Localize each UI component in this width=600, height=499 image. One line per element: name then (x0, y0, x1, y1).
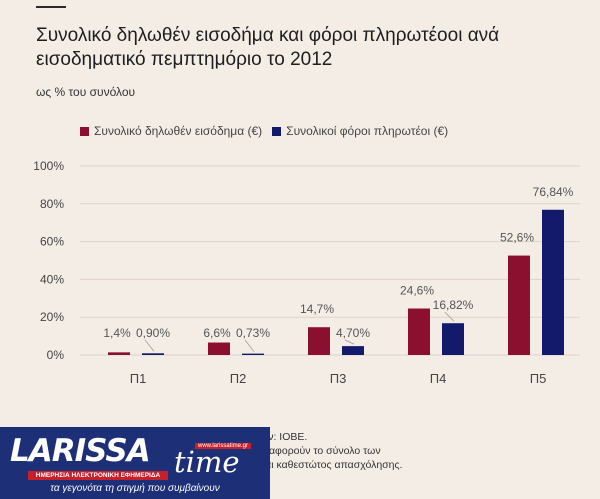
bar-income (308, 327, 330, 355)
footer-note-line-2: και καθεστώτος απασχόλησης. (260, 459, 403, 471)
larissatime-logo[interactable]: LARISSA www.larissatime.gr time ΗΜΕΡΗΣΙΑ… (0, 427, 270, 499)
footer-note-line-1: α αφορούν το σύνολο των (260, 445, 381, 457)
leader-line (344, 339, 355, 345)
y-tick-label: 60% (40, 235, 64, 249)
logo-script: time (174, 445, 240, 479)
data-label-income: 14,7% (300, 302, 334, 316)
y-tick-label: 80% (40, 197, 64, 211)
logo-band: ΗΜΕΡΗΣΙΑ ΗΛΕΚΤΡΟΝΙΚΗ ΕΦΗΜΕΡΙΔΑ (28, 471, 168, 480)
logo-site: www.larissatime.gr (195, 443, 252, 449)
logo-wordmark: LARISSA (10, 433, 151, 469)
x-tick-label: Π3 (330, 371, 347, 386)
bar-tax (442, 323, 464, 355)
bar-income (108, 352, 130, 355)
bar-tax (542, 209, 564, 355)
y-tick-label: 100% (33, 159, 64, 173)
x-tick-label: Π1 (130, 371, 147, 386)
bar-income (508, 255, 530, 355)
chart-subtitle: ως % του συνόλου (36, 85, 136, 99)
x-tick-label: Π2 (230, 371, 247, 386)
bar-income (208, 342, 230, 355)
data-label-tax: 0,90% (136, 326, 170, 340)
y-tick-label: 0% (47, 348, 65, 362)
bar-tax (242, 353, 264, 355)
chart-title: Συνολικό δηλωθέν εισοδήμα και φόροι πληρ… (36, 25, 500, 70)
legend-label-income: Συνολικό δηλωθέν εισόδημα (€) (94, 124, 263, 138)
data-label-income: 6,6% (203, 326, 231, 340)
data-label-tax: 16,82% (433, 298, 474, 312)
title-accent-rule (36, 6, 66, 8)
data-label-income: 24,6% (400, 284, 434, 298)
legend-item-income: Συνολικό δηλωθέν εισόδημα (€) (80, 124, 262, 138)
footer-source: ων: ΙΟΒΕ. (260, 431, 308, 443)
bar-tax (142, 353, 164, 355)
legend-swatch-income (80, 126, 89, 136)
bar-income (408, 308, 430, 355)
y-tick-label: 20% (40, 310, 64, 324)
legend-label-tax: Συνολικοί φόροι πληρωτέοι (€) (286, 124, 449, 138)
y-tick-label: 40% (40, 272, 64, 286)
data-label-tax: 4,70% (336, 326, 370, 340)
legend-item-tax: Συνολικοί φόροι πληρωτέοι (€) (272, 124, 448, 138)
data-label-tax: 76,84% (533, 185, 574, 199)
data-label-tax: 0,73% (236, 326, 270, 340)
legend: Συνολικό δηλωθέν εισόδημα (€) Συνολικοί … (80, 124, 448, 138)
bar-tax (342, 346, 364, 355)
leader-line (144, 339, 155, 352)
legend-swatch-tax (272, 126, 282, 136)
data-label-income: 1,4% (103, 326, 131, 340)
data-label-income: 52,6% (500, 231, 534, 245)
logo-tagline: τα γεγονότα τη στιγμή που συμβαίνουν (50, 483, 220, 494)
leader-line (244, 339, 255, 352)
x-tick-label: Π5 (530, 371, 547, 386)
x-tick-label: Π4 (430, 371, 447, 386)
leader-line (444, 311, 455, 322)
